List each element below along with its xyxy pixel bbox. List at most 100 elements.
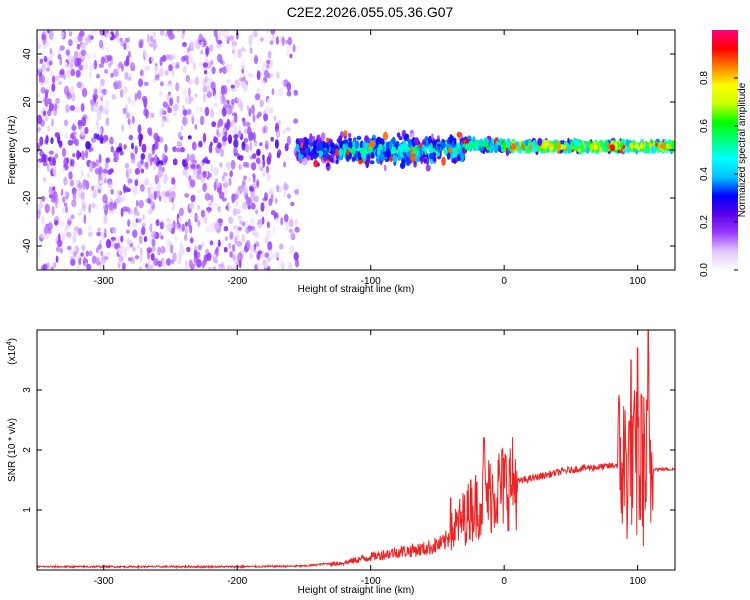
heatmap-cell	[266, 30, 270, 34]
heatmap-cell	[271, 34, 276, 43]
heatmap-cell	[37, 248, 41, 258]
heatmap-cell	[37, 114, 42, 125]
heatmap-cell	[197, 165, 202, 175]
heatmap-cell	[182, 159, 188, 168]
heatmap-cell	[93, 59, 98, 70]
heatmap-cell	[288, 261, 293, 270]
heatmap-cell	[248, 34, 254, 42]
heatmap-cell	[132, 246, 136, 253]
heatmap-cell	[285, 51, 290, 56]
heatmap-cell	[105, 200, 109, 210]
heatmap-cell	[66, 92, 72, 100]
heatmap-cell	[117, 80, 122, 90]
heatmap-cell	[178, 207, 184, 217]
heatmap-cell	[37, 160, 41, 169]
heatmap-cell	[142, 263, 146, 268]
heatmap-cell	[66, 245, 72, 251]
heatmap-cell	[289, 218, 294, 228]
heatmap-cell	[221, 107, 227, 117]
heatmap-cell	[75, 254, 80, 260]
heatmap-cell	[243, 187, 247, 198]
heatmap-cell	[96, 73, 100, 79]
heatmap-cell	[260, 127, 265, 133]
heatmap-cell	[131, 142, 134, 150]
heatmap-cell	[181, 245, 185, 256]
heatmap-cell	[230, 159, 236, 170]
heatmap-cell	[619, 142, 624, 149]
heatmap-cell	[56, 239, 63, 248]
heatmap-cell	[362, 141, 367, 148]
heatmap-cell	[59, 247, 63, 254]
heatmap-cell	[335, 148, 340, 157]
heatmap-cell	[600, 140, 603, 148]
heatmap-cell	[182, 87, 187, 97]
heatmap-cell	[244, 143, 250, 153]
heatmap-cell	[214, 221, 220, 231]
heatmap-cell	[580, 144, 585, 154]
heatmap-cell	[92, 191, 98, 199]
heatmap-cell	[225, 63, 230, 73]
heatmap-cell	[74, 226, 79, 232]
heatmap-cell	[206, 84, 210, 95]
heatmap-cell	[54, 220, 59, 226]
heatmap-cell	[121, 244, 125, 252]
heatmap-cell	[277, 120, 281, 125]
heatmap-cell	[169, 97, 174, 107]
heatmap-cell	[233, 146, 237, 154]
heatmap-cell	[259, 99, 264, 108]
spectrogram-y-label: Frequency (Hz)	[7, 116, 18, 185]
heatmap-cell	[268, 188, 274, 196]
heatmap-cell	[369, 160, 375, 165]
snr-y-ticks: 1 2 3	[22, 387, 675, 513]
heatmap-cell	[189, 224, 193, 234]
heatmap-cell	[285, 220, 290, 231]
heatmap-cell	[37, 209, 42, 217]
heatmap-cell	[80, 49, 87, 57]
heatmap-cell	[228, 242, 232, 250]
heatmap-cell	[37, 55, 40, 61]
heatmap-cell	[61, 232, 66, 242]
heatmap-cell	[98, 261, 101, 266]
heatmap-cell	[273, 115, 277, 121]
heatmap-cell	[287, 193, 291, 199]
heatmap-cell	[399, 162, 406, 170]
heatmap-cell	[184, 234, 188, 242]
heatmap-cell	[54, 75, 60, 82]
heatmap-cell	[142, 214, 145, 221]
heatmap-cell	[42, 49, 46, 58]
heatmap-cell	[113, 201, 117, 210]
heatmap-cell	[213, 30, 218, 38]
heatmap-cell	[265, 105, 270, 115]
heatmap-cell	[281, 36, 285, 47]
heatmap-cell	[256, 114, 260, 119]
heatmap-cell	[50, 266, 54, 270]
heatmap-cell	[274, 139, 279, 149]
heatmap-cell	[122, 107, 127, 115]
heatmap-cell	[135, 199, 139, 207]
heatmap-cell	[350, 146, 356, 156]
heatmap-cell	[251, 153, 257, 158]
heatmap-cell	[175, 61, 180, 69]
heatmap-cell	[164, 143, 168, 153]
heatmap-cell	[237, 48, 242, 59]
heatmap-cell	[158, 195, 162, 202]
heatmap-cell	[52, 186, 56, 191]
heatmap-cell	[59, 68, 65, 76]
heatmap-cell	[80, 198, 85, 206]
heatmap-cell	[228, 177, 232, 186]
heatmap-cell	[172, 158, 178, 166]
heatmap-cell	[79, 208, 84, 215]
heatmap-cell	[205, 46, 210, 55]
heatmap-cell	[110, 188, 114, 195]
heatmap-cell	[441, 156, 446, 166]
colorbar-tick-label: 0.4	[699, 167, 710, 181]
snr-scale-exponent: 4	[6, 341, 13, 345]
heatmap-cell	[122, 262, 126, 270]
heatmap-cell	[231, 130, 237, 136]
heatmap-cell	[294, 218, 299, 226]
heatmap-cell	[218, 191, 225, 200]
heatmap-cell	[127, 76, 132, 81]
heatmap-cell	[123, 86, 128, 94]
heatmap-cell	[404, 152, 407, 160]
heatmap-cell	[217, 239, 221, 248]
